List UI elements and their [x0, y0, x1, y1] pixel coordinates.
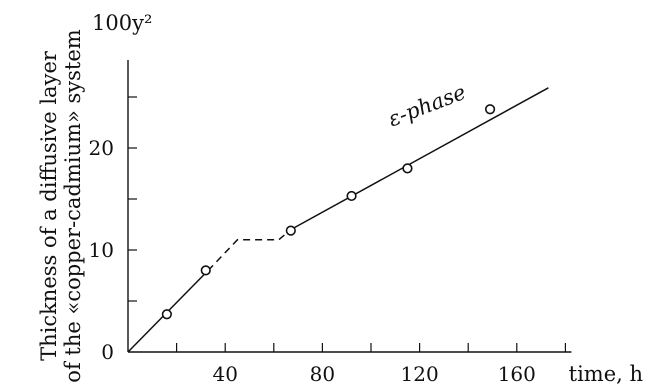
x-axis-label: time, h	[569, 362, 643, 386]
dashed-segment	[207, 229, 292, 271]
data-point	[346, 190, 357, 202]
y-tick-label: 20	[89, 136, 114, 160]
x-tick-label: 80	[310, 362, 335, 386]
y-axis-label-line-1: Thickness of a diffusive layer	[37, 50, 61, 361]
data-point	[161, 309, 172, 320]
tick-labels: 40 80 120 160 0 10 20	[89, 136, 536, 386]
series-lines	[127, 87, 549, 353]
axis-ticks	[128, 96, 567, 352]
y-unit-label: 100y²	[92, 11, 152, 35]
y-tick-label: 0	[101, 340, 114, 364]
data-point	[285, 225, 296, 236]
y-tick-label: 10	[89, 238, 114, 262]
x-tick-label: 120	[401, 362, 439, 386]
y-axis-label-line-2: of the «copper-cadmium» system	[61, 29, 85, 382]
x-tick-label: 160	[498, 362, 536, 386]
data-point	[200, 265, 211, 276]
x-tick-label: 40	[212, 362, 237, 386]
data-point	[484, 104, 496, 115]
data-points	[161, 104, 496, 320]
series-label: ε-phase	[385, 80, 469, 131]
data-point	[402, 163, 413, 174]
solid-segment	[290, 87, 549, 231]
